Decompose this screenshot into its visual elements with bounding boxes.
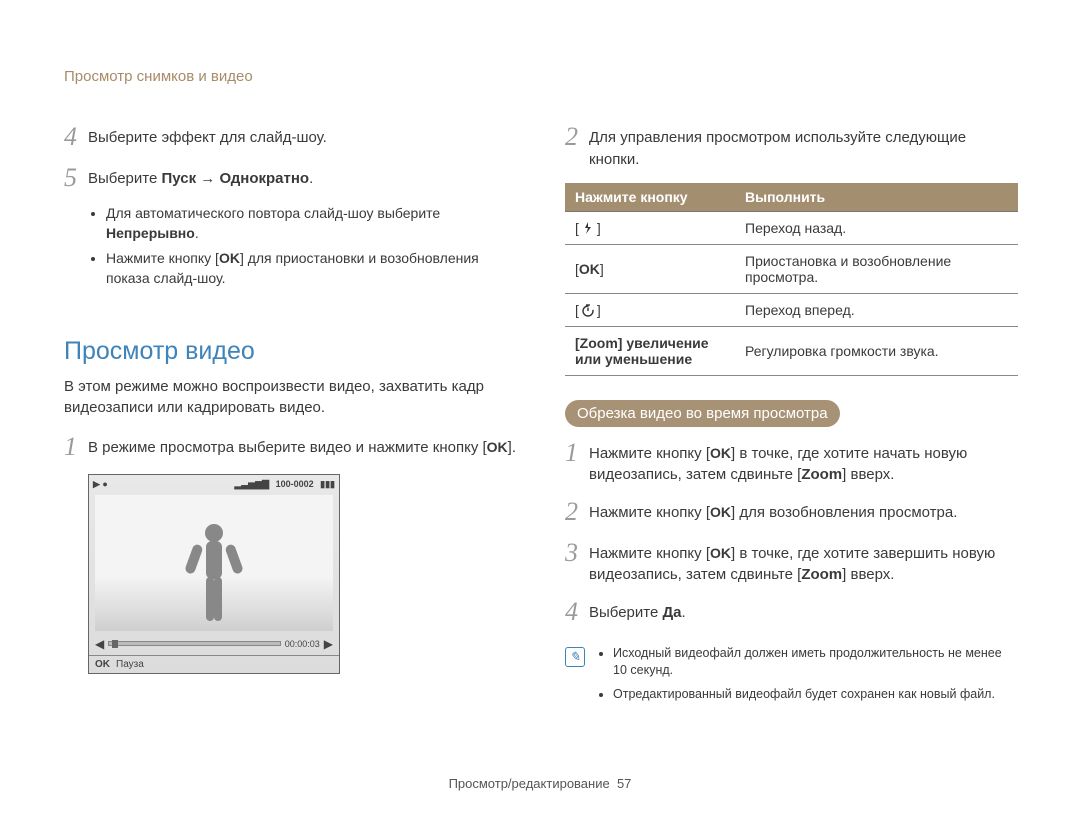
page-footer: Просмотр/редактирование 57 <box>0 776 1080 791</box>
step-text: Для управления просмотром используйте сл… <box>589 123 1018 171</box>
step-text: В режиме просмотра выберите видео и нажм… <box>88 433 516 462</box>
text: Нажмите кнопку [ <box>106 250 219 266</box>
left-column: 4 Выберите эффект для слайд-шоу. 5 Выбер… <box>64 123 517 709</box>
bullet: Нажмите кнопку [OK] для приостановки и в… <box>106 249 517 288</box>
step-number: 3 <box>565 539 589 587</box>
text: ] для возобновления просмотра. <box>731 504 957 521</box>
step-number: 1 <box>565 439 589 487</box>
ok-icon: OK <box>487 439 508 455</box>
text: → <box>196 170 219 187</box>
note-item: Отредактированный видеофайл будет сохран… <box>613 686 1018 704</box>
breadcrumb: Просмотр снимков и видео <box>64 68 1018 85</box>
step-number: 2 <box>565 123 589 171</box>
step-text: Выберите Пуск → Однократно. <box>88 164 313 193</box>
cell-action: Переход назад. <box>735 211 1018 244</box>
ok-icon: OK <box>710 504 731 520</box>
step-number: 4 <box>64 123 88 152</box>
step-1: 1 В режиме просмотра выберите видео и на… <box>64 433 517 462</box>
ok-bracket-icon: [OK] <box>575 261 604 277</box>
table-header-row: Нажмите кнопку Выполнить <box>565 183 1018 212</box>
cell-action: Регулировка громкости звука. <box>735 326 1018 375</box>
text: В режиме просмотра выберите видео и нажм… <box>88 439 487 456</box>
trim-step-2: 2 Нажмите кнопку [OK] для возобновления … <box>565 498 1018 527</box>
bold-text: Да <box>662 604 681 621</box>
step-text: Нажмите кнопку [OK] в точке, где хотите … <box>589 539 1018 587</box>
step-text: Нажмите кнопку [OK] в точке, где хотите … <box>589 439 1018 487</box>
cell-action: Приостановка и возобновление просмотра. <box>735 244 1018 293</box>
text: Нажмите кнопку [ <box>589 545 710 562</box>
text: ]. <box>508 439 516 456</box>
text: Выберите <box>88 170 161 187</box>
table-row: [] Переход вперед. <box>565 293 1018 326</box>
step-number: 2 <box>565 498 589 527</box>
trim-step-1: 1 Нажмите кнопку [OK] в точке, где хотит… <box>565 439 1018 487</box>
text: Выберите <box>589 604 662 621</box>
step-number: 5 <box>64 164 88 193</box>
step-2: 2 Для управления просмотром используйте … <box>565 123 1018 171</box>
step-5: 5 Выберите Пуск → Однократно. <box>64 164 517 193</box>
right-column: 2 Для управления просмотром используйте … <box>565 123 1018 709</box>
note-icon: ✎ <box>565 647 585 667</box>
callout-heading: Обрезка видео во время просмотра <box>565 400 840 427</box>
text: . <box>682 604 686 621</box>
step-text: Нажмите кнопку [OK] для возобновления пр… <box>589 498 957 527</box>
camera-screenshot: ▶ ● ▂▃▅▆▇ 100-0002 ▮▮▮ ◀ <box>88 474 340 674</box>
ss-pause-label: Пауза <box>116 659 144 670</box>
bullet: Для автоматического повтора слайд-шоу вы… <box>106 204 517 243</box>
section-heading: Просмотр видео <box>64 337 517 366</box>
step-number: 1 <box>64 433 88 462</box>
th-action: Выполнить <box>735 183 1018 212</box>
controls-table: Нажмите кнопку Выполнить [] Переход наза… <box>565 183 1018 376</box>
person-silhouette-icon <box>184 521 244 631</box>
ok-icon: OK <box>710 445 731 461</box>
bold-text: Однократно <box>219 170 309 187</box>
text: . <box>195 225 199 241</box>
intro-paragraph: В этом режиме можно воспроизвести видео,… <box>64 376 517 420</box>
text: ] вверх. <box>842 466 894 483</box>
text: ] вверх. <box>842 566 894 583</box>
next-icon: ▶ <box>324 637 333 651</box>
bold-text: Непрерывно <box>106 225 195 241</box>
ss-battery-icon: ▮▮▮ <box>320 479 335 489</box>
table-row: [Zoom] увеличение или уменьшение Регулир… <box>565 326 1018 375</box>
step-number: 4 <box>565 598 589 627</box>
ok-icon: OK <box>579 261 600 277</box>
bold-text: Пуск <box>161 170 196 187</box>
ok-icon: OK <box>219 250 240 266</box>
cell-action: Переход вперед. <box>735 293 1018 326</box>
ss-counter: 100-0002 <box>276 479 314 489</box>
flash-left-icon: [] <box>575 220 601 236</box>
footer-text: Просмотр/редактирование <box>449 776 610 791</box>
table-row: [] Переход назад. <box>565 211 1018 244</box>
note-box: ✎ Исходный видеофайл должен иметь продол… <box>565 645 1018 710</box>
progress-bar <box>108 641 280 646</box>
footer-page-number: 57 <box>617 776 631 791</box>
ss-signal-icon: ▂▃▅▆▇ <box>234 479 269 489</box>
text: . <box>309 170 313 187</box>
prev-icon: ◀ <box>95 637 104 651</box>
ss-time: 00:00:03 <box>285 639 320 649</box>
ok-icon: OK <box>710 545 731 561</box>
note-item: Исходный видеофайл должен иметь продолжи… <box>613 645 1018 680</box>
bold-text: Zoom <box>801 466 842 483</box>
th-press: Нажмите кнопку <box>565 183 735 212</box>
step-4: 4 Выберите эффект для слайд-шоу. <box>64 123 517 152</box>
ss-top-left: ▶ ● <box>93 479 108 490</box>
text: Для автоматического повтора слайд-шоу вы… <box>106 205 440 221</box>
trim-step-3: 3 Нажмите кнопку [OK] в точке, где хотит… <box>565 539 1018 587</box>
step-text: Выберите эффект для слайд-шоу. <box>88 123 327 152</box>
bold-text: Zoom <box>801 566 842 583</box>
text: Нажмите кнопку [ <box>589 445 710 462</box>
ss-ok-label: OK <box>95 659 110 670</box>
table-row: [OK] Приостановка и возобновление просмо… <box>565 244 1018 293</box>
sub-bullets: Для автоматического повтора слайд-шоу вы… <box>106 204 517 288</box>
cell-key: [Zoom] увеличение или уменьшение <box>575 335 709 367</box>
trim-step-4: 4 Выберите Да. <box>565 598 1018 627</box>
step-text: Выберите Да. <box>589 598 686 627</box>
text: Нажмите кнопку [ <box>589 504 710 521</box>
timer-right-icon: [] <box>575 302 601 318</box>
